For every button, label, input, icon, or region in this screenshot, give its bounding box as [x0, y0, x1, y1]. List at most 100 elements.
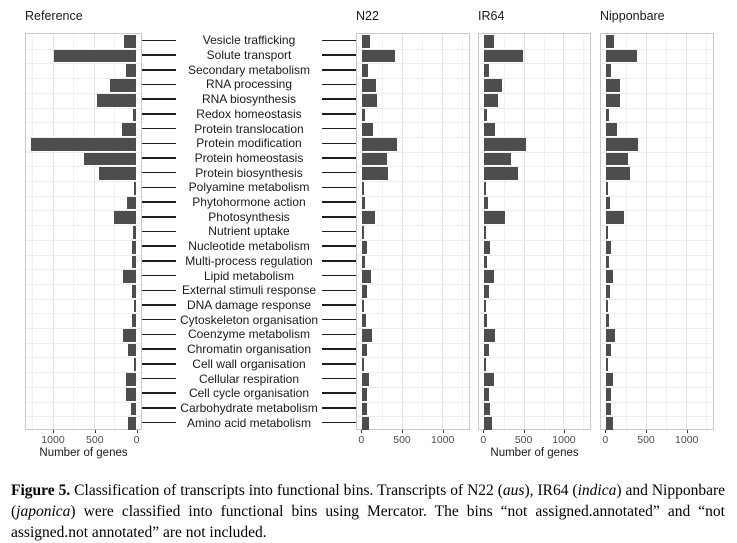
x-tick-label: 500 — [86, 434, 104, 446]
category-row: Chromatin organisation — [142, 342, 356, 357]
right-tick-dash — [322, 260, 356, 262]
gridline-horizontal — [601, 78, 713, 80]
gridline-horizontal — [26, 195, 141, 197]
category-label: Vesicle trafficking — [202, 33, 296, 48]
gridline-horizontal — [601, 210, 713, 212]
bar-nipponbare — [606, 314, 610, 328]
bar-nipponbare — [606, 270, 614, 283]
gridline-horizontal — [479, 372, 590, 374]
bar-nipponbare — [606, 64, 612, 78]
gridline-horizontal — [26, 136, 141, 138]
gridline-horizontal — [26, 92, 141, 94]
bar-ir64 — [484, 240, 490, 254]
bar-ir64 — [484, 167, 519, 181]
category-row: Protein translocation — [142, 121, 356, 136]
bar-ir64 — [484, 417, 492, 430]
gridline-horizontal — [479, 136, 590, 138]
bar-ir64 — [484, 299, 486, 313]
left-tick-dash — [142, 201, 176, 203]
category-row: Solute transport — [142, 48, 356, 63]
x-tick-mark — [646, 430, 647, 433]
category-row: Secondary metabolism — [142, 62, 356, 77]
bar-reference — [133, 226, 136, 239]
right-tick-dash — [322, 392, 356, 394]
panel-ir64 — [478, 33, 591, 430]
gridline-horizontal — [601, 328, 713, 330]
gridline-horizontal — [601, 166, 713, 168]
bar-reference — [134, 182, 136, 195]
category-label: Nucleotide metabolism — [188, 239, 310, 254]
gridline-horizontal — [601, 401, 713, 403]
bar-nipponbare — [606, 343, 611, 357]
gridline-vertical — [52, 34, 54, 429]
gridline-horizontal — [357, 136, 469, 138]
bar-reference — [127, 196, 136, 210]
x-tick-mark — [136, 430, 138, 433]
gridline-horizontal — [357, 298, 469, 300]
bar-ir64 — [484, 152, 512, 166]
gridline-horizontal — [479, 92, 590, 94]
gridline-horizontal — [479, 239, 590, 241]
category-label: Chromatin organisation — [186, 342, 312, 357]
x-tick-mark — [442, 430, 444, 433]
gridline-horizontal — [479, 386, 590, 388]
bar-ir64 — [484, 358, 486, 372]
category-row: Coenzyme metabolism — [142, 327, 356, 342]
x-tick-label: 1000 — [431, 434, 455, 446]
bar-ir64 — [484, 314, 488, 328]
bar-nipponbare — [606, 358, 608, 372]
bar-reference — [122, 329, 136, 342]
left-tick-dash — [142, 245, 176, 247]
bar-ir64 — [484, 182, 486, 195]
left-tick-dash — [142, 54, 176, 56]
bar-n22 — [362, 255, 365, 269]
gridline-horizontal — [601, 122, 713, 124]
category-label: Cellular respiration — [198, 371, 300, 386]
category-row: Nutrient uptake — [142, 224, 356, 239]
left-tick-dash — [142, 98, 176, 100]
gridline-horizontal — [357, 269, 469, 271]
gridline-horizontal — [357, 122, 469, 124]
gridline-horizontal — [479, 342, 590, 344]
gridline-horizontal — [357, 342, 469, 344]
gridline-vertical — [382, 34, 384, 429]
right-tick-dash — [322, 333, 356, 336]
bar-n22 — [362, 137, 397, 151]
bar-reference — [131, 255, 136, 269]
bar-ir64 — [484, 402, 490, 416]
bar-reference — [127, 343, 136, 357]
category-label: External stimuli response — [181, 283, 317, 298]
bar-ir64 — [484, 284, 490, 298]
gridline-horizontal — [601, 269, 713, 271]
left-tick-dash — [142, 421, 176, 424]
bar-ir64 — [484, 108, 488, 122]
category-label: Coenzyme metabolism — [187, 327, 311, 342]
right-tick-dash — [322, 171, 356, 174]
bar-ir64 — [484, 211, 506, 225]
bar-ir64 — [484, 373, 494, 386]
gridline-horizontal — [479, 298, 590, 300]
category-row: Cytoskeleton organisation — [142, 312, 356, 327]
gridline-horizontal — [601, 92, 713, 94]
gridline-vertical — [706, 34, 708, 429]
gridline-horizontal — [357, 225, 469, 227]
x-tick-label: 1000 — [675, 434, 699, 446]
bar-ir64 — [484, 226, 486, 239]
gridline-horizontal — [479, 151, 590, 153]
gridline-horizontal — [601, 151, 713, 153]
gridline-vertical — [646, 34, 648, 429]
right-tick-dash — [322, 113, 356, 115]
gridline-horizontal — [357, 357, 469, 359]
gridline-horizontal — [26, 63, 141, 65]
gridline-horizontal — [357, 386, 469, 388]
gridline-vertical — [666, 34, 668, 429]
gridline-horizontal — [479, 283, 590, 285]
bar-ir64 — [484, 137, 526, 151]
gridline-horizontal — [601, 48, 713, 50]
caption-segment: ), IR64 ( — [524, 481, 578, 499]
bar-ir64 — [484, 64, 490, 78]
bar-n22 — [362, 373, 369, 386]
bar-nipponbare — [606, 108, 610, 122]
gridline-vertical — [73, 34, 75, 429]
gridline-horizontal — [601, 63, 713, 65]
